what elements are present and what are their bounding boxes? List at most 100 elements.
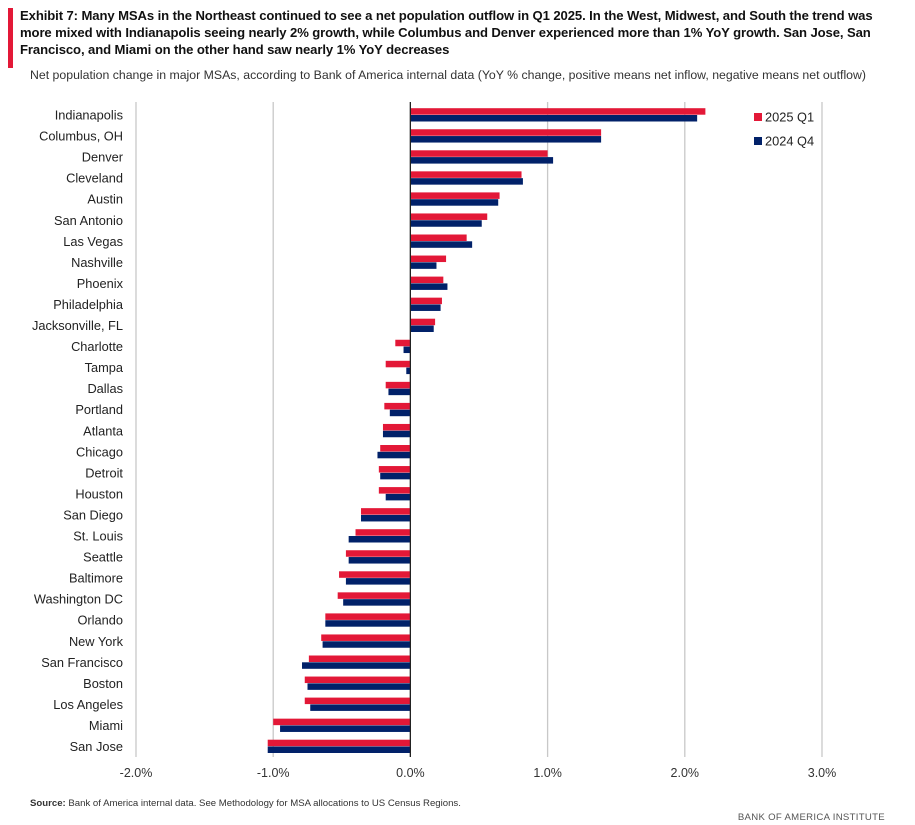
x-tick-label: 1.0%: [533, 766, 562, 780]
bar-2025q1: [410, 276, 444, 284]
bar-2024q4: [406, 367, 411, 375]
bar-2025q1: [339, 571, 411, 578]
bar-2024q4: [348, 536, 411, 543]
bar-2025q1: [410, 297, 442, 305]
bar-2025q1: [385, 360, 411, 368]
category-label: Indianapolis: [55, 108, 123, 123]
category-label: Charlotte: [71, 339, 123, 354]
bar-2025q1: [410, 129, 602, 136]
bar-2024q4: [361, 514, 411, 522]
x-tick-label: 3.0%: [808, 766, 837, 780]
bar-2025q1: [410, 192, 500, 199]
source-note: Source: Bank of America internal data. S…: [30, 798, 461, 809]
category-label: Austin: [87, 192, 123, 207]
legend-label: 2025 Q1: [765, 110, 814, 125]
category-label: San Diego: [63, 507, 123, 522]
bar-2025q1: [410, 108, 706, 115]
category-labels: Indianapolis Columbus, OH Denver Cleveland A…: [32, 108, 124, 755]
bar-2024q4: [410, 136, 602, 143]
category-label: San Francisco: [41, 655, 123, 670]
source-text: Bank of America internal data. See Metho…: [65, 798, 461, 809]
category-label: Denver: [82, 150, 124, 165]
bar-2025q1: [304, 676, 411, 684]
bar-2024q4: [322, 641, 411, 648]
bar-2024q4: [410, 115, 698, 122]
bars: [267, 102, 706, 757]
bar-2025q1: [382, 423, 411, 431]
bar-2025q1: [410, 150, 548, 157]
chart-title: Exhibit 7: Many MSAs in the Northeast co…: [20, 8, 873, 57]
category-label: Las Vegas: [63, 234, 123, 249]
bar-2024q4: [280, 725, 411, 732]
legend-swatch: [754, 137, 762, 145]
chart-subtitle: Net population change in major MSAs, acc…: [30, 68, 866, 82]
category-label: Baltimore: [69, 571, 123, 586]
bar-2024q4: [385, 493, 411, 501]
bar-2024q4: [267, 746, 411, 753]
bar-2024q4: [410, 283, 448, 290]
category-label: Cleveland: [66, 171, 123, 186]
bar-2024q4: [403, 346, 411, 354]
x-tick-label: 0.0%: [396, 766, 425, 780]
bar-2024q4: [410, 199, 499, 206]
bar-2024q4: [389, 409, 411, 417]
bar-2024q4: [302, 662, 411, 669]
legend-swatch: [754, 113, 762, 121]
bar-2024q4: [345, 578, 411, 585]
category-label: Chicago: [76, 444, 123, 459]
brand-footer: BANK OF AMERICA INSTITUTE: [737, 812, 885, 823]
bar-2024q4: [410, 220, 482, 227]
bar-2025q1: [273, 718, 411, 726]
category-label: Philadelphia: [53, 297, 124, 312]
bar-2025q1: [410, 318, 436, 326]
source-label: Source:: [30, 798, 66, 809]
bar-2024q4: [410, 262, 437, 269]
bar-2025q1: [321, 634, 411, 641]
bar-2025q1: [304, 697, 411, 705]
legend: 2025 Q1 2024 Q4: [754, 110, 814, 149]
bar-2024q4: [410, 325, 434, 332]
bar-2024q4: [377, 451, 411, 459]
category-label: Los Angeles: [53, 697, 123, 712]
bar-2025q1: [378, 466, 411, 473]
category-label: Columbus, OH: [39, 129, 123, 144]
bar-2024q4: [410, 157, 554, 164]
title-accent-bar: [8, 8, 13, 68]
x-tick-label: -2.0%: [120, 766, 153, 780]
bar-2025q1: [308, 655, 411, 662]
bar-2024q4: [310, 704, 411, 711]
bar-2025q1: [385, 381, 411, 389]
bar-2024q4: [343, 599, 411, 606]
category-label: Washington DC: [34, 592, 123, 607]
bar-2024q4: [410, 178, 523, 185]
bar-2025q1: [395, 339, 411, 347]
category-label: Dallas: [87, 381, 123, 396]
category-label: Atlanta: [83, 423, 124, 438]
bar-2025q1: [325, 613, 411, 620]
bar-2025q1: [345, 550, 411, 557]
legend-label: 2024 Q4: [765, 134, 814, 149]
bar-2024q4: [410, 304, 441, 311]
category-label: Jacksonville, FL: [32, 318, 123, 333]
category-label: Tampa: [85, 360, 124, 375]
bar-2025q1: [361, 508, 411, 515]
x-tick-label: -1.0%: [257, 766, 290, 780]
bar-2025q1: [355, 529, 411, 536]
bar-2025q1: [410, 255, 447, 263]
x-tick-label: 2.0%: [671, 766, 700, 780]
category-label: Detroit: [85, 465, 123, 480]
category-label: San Jose: [70, 739, 123, 754]
bar-2025q1: [380, 445, 411, 452]
bar-2025q1: [267, 739, 411, 747]
bar-2025q1: [410, 213, 488, 220]
bar-2024q4: [388, 388, 411, 396]
category-label: Portland: [75, 402, 123, 417]
category-label: Seattle: [83, 550, 123, 565]
bar-2025q1: [337, 592, 411, 599]
bar-2025q1: [384, 402, 411, 410]
bar-2025q1: [378, 487, 411, 494]
bar-2024q4: [380, 472, 411, 480]
category-label: Miami: [89, 718, 123, 733]
category-label: Phoenix: [77, 276, 124, 291]
